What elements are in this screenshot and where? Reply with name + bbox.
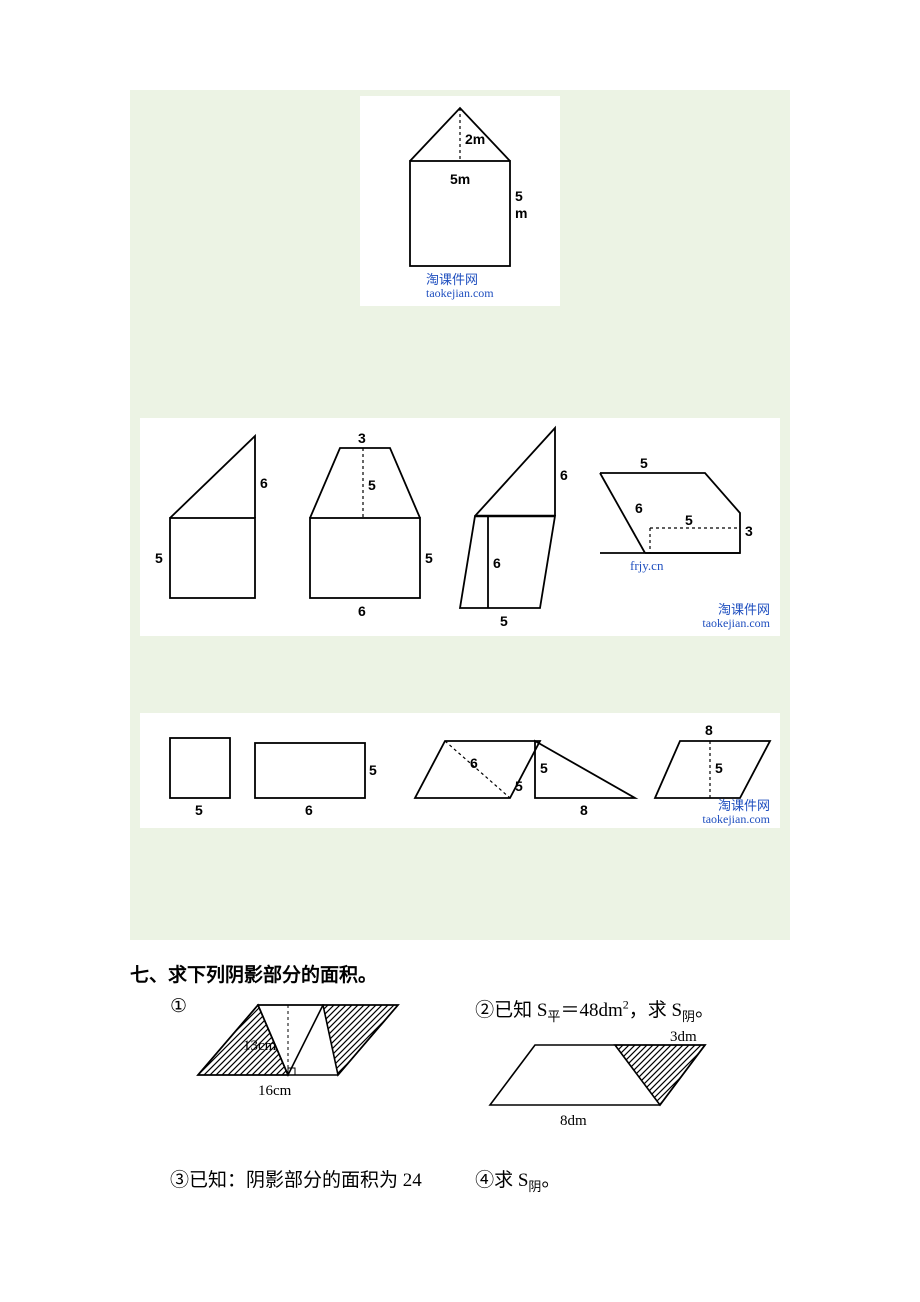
- q2-mid2: ，求 S: [629, 1000, 682, 1021]
- panel2-figure: 6 5 3 5 5 6 6 6 5: [140, 418, 780, 636]
- d-h: 6: [635, 500, 643, 516]
- q2-text: ②已知 S平＝48dm2，求 S阴。: [475, 995, 790, 1025]
- d-cut-w: 5: [685, 512, 693, 528]
- problem-4: ④求 S阴。: [475, 1165, 790, 1195]
- tri-r: 5: [540, 760, 548, 776]
- problems-row-1: ① 13cm 16: [130, 995, 790, 1140]
- basic-shapes-diagram: 5 6 5 6 5 5 8 8 5: [140, 713, 780, 828]
- gap-3: [130, 840, 790, 940]
- a-tri-h: 6: [260, 475, 268, 491]
- panel2-watermark: 淘课件网 taokejian.com: [702, 603, 770, 630]
- side-label-bottom: m: [515, 205, 527, 221]
- watermark-en: taokejian.com: [426, 287, 494, 300]
- watermark-cn: 淘课件网: [426, 272, 478, 287]
- q2-figure: 3dm 8dm: [475, 1025, 735, 1135]
- q2-sub1: 平: [547, 1009, 560, 1024]
- b-side: 5: [425, 550, 433, 566]
- c-para-h: 6: [493, 555, 501, 571]
- q3-marker: ③: [170, 1170, 189, 1191]
- q3-text: 已知：阴影部分的面积为 24: [189, 1170, 422, 1191]
- q2-mid: ＝48dm: [560, 1000, 622, 1021]
- panel1-figure: 2m 5m 5 m 淘课件网 taokejian.com: [360, 96, 560, 306]
- roof-height-label: 2m: [465, 131, 485, 147]
- panel-3: 5 6 5 6 5 5 8 8 5 淘课件网: [130, 705, 790, 840]
- q2-suffix: 。: [695, 1000, 714, 1021]
- b-top: 3: [358, 430, 366, 446]
- c-tri: 6: [560, 467, 568, 483]
- d-extra: frjy.cn: [630, 558, 664, 573]
- para-d: 6: [470, 755, 478, 771]
- rect-width-label: 5m: [450, 171, 470, 187]
- watermark-en-2: taokejian.com: [702, 617, 770, 630]
- watermark-cn-2: 淘课件网: [718, 602, 770, 617]
- a-rect-h: 5: [155, 550, 163, 566]
- watermark-cn-3: 淘课件网: [718, 798, 770, 813]
- rect-r: 5: [369, 762, 377, 778]
- problems-row-2: ③已知：阴影部分的面积为 24 ④求 S阴。: [130, 1165, 790, 1195]
- q2-top-label: 3dm: [670, 1029, 697, 1045]
- q1-height: 13cm: [243, 1038, 277, 1054]
- gap-1: [130, 350, 790, 410]
- panel1-watermark: 淘课件网 taokejian.com: [426, 273, 494, 300]
- q1-base: 16cm: [258, 1083, 292, 1099]
- side-label-top: 5: [515, 188, 523, 204]
- para-r: 5: [515, 778, 523, 794]
- trap-t: 8: [705, 722, 713, 738]
- q2-marker: ②: [475, 1000, 494, 1021]
- problem-1: ① 13cm 16: [170, 995, 475, 1120]
- section7-heading: 七、求下列阴影部分的面积。: [130, 960, 920, 987]
- page: 2m 5m 5 m 淘课件网 taokejian.com 6 5: [0, 90, 920, 1195]
- b-inner: 5: [368, 477, 376, 493]
- d-cut-h: 3: [745, 523, 753, 539]
- d-top: 5: [640, 455, 648, 471]
- q4-marker: ④: [475, 1170, 494, 1191]
- q1-marker: ①: [170, 995, 187, 1018]
- q2-bottom-label: 8dm: [560, 1113, 587, 1129]
- b-bottom: 6: [358, 603, 366, 619]
- q1-figure: 13cm 16cm: [188, 995, 418, 1100]
- problem-3: ③已知：阴影部分的面积为 24: [170, 1165, 475, 1192]
- problem-2: ②已知 S平＝48dm2，求 S阴。 3dm 8dm: [475, 995, 790, 1140]
- q2-prefix: 已知 S: [494, 1000, 547, 1021]
- panel-1: 2m 5m 5 m 淘课件网 taokejian.com: [130, 90, 790, 350]
- tri-b: 8: [580, 802, 588, 818]
- rect-b: 6: [305, 802, 313, 818]
- q4-suffix: 。: [541, 1170, 560, 1191]
- q2-sub2: 阴: [682, 1009, 695, 1024]
- sq-b: 5: [195, 802, 203, 818]
- c-bottom: 5: [500, 613, 508, 629]
- panel3-watermark: 淘课件网 taokejian.com: [702, 799, 770, 826]
- compound-shapes-diagram: 6 5 3 5 5 6 6 6 5: [140, 418, 780, 636]
- q4-prefix: 求 S: [494, 1170, 528, 1191]
- trap-h: 5: [715, 760, 723, 776]
- panel3-figure: 5 6 5 6 5 5 8 8 5 淘课件网: [140, 713, 780, 828]
- gap-2: [130, 645, 790, 705]
- watermark-en-3: taokejian.com: [702, 813, 770, 826]
- q4-sub: 阴: [528, 1179, 541, 1194]
- panel-2: 6 5 3 5 5 6 6 6 5: [130, 410, 790, 645]
